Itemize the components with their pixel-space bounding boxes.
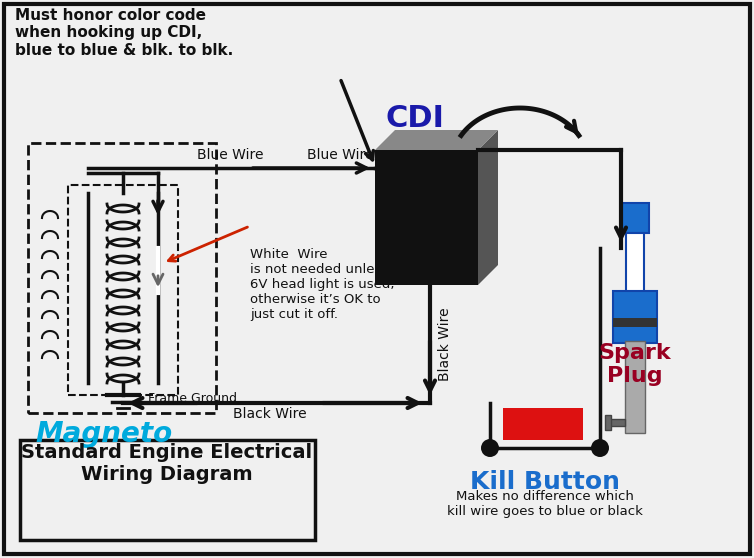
- Text: White  Wire
is not needed unless a
6V head light is used,
otherwise it’s OK to
j: White Wire is not needed unless a 6V hea…: [250, 248, 400, 321]
- Bar: [20, 440, 315, 540]
- Polygon shape: [478, 130, 498, 285]
- Circle shape: [481, 439, 499, 457]
- Bar: [375, 150, 478, 285]
- Text: Magneto: Magneto: [35, 420, 172, 448]
- Bar: [626, 233, 644, 293]
- Text: Kill Button: Kill Button: [470, 470, 620, 494]
- Bar: [503, 408, 583, 440]
- Bar: [605, 415, 611, 430]
- Bar: [28, 143, 216, 413]
- Text: Makes no difference which
kill wire goes to blue or black: Makes no difference which kill wire goes…: [447, 490, 643, 518]
- Polygon shape: [375, 130, 498, 150]
- Bar: [621, 203, 649, 233]
- Bar: [613, 318, 657, 327]
- Text: CDI: CDI: [385, 104, 445, 133]
- Text: Standard Engine Electrical
Wiring Diagram: Standard Engine Electrical Wiring Diagra…: [21, 443, 313, 484]
- Text: Blue Wire: Blue Wire: [307, 148, 373, 162]
- Circle shape: [591, 439, 609, 457]
- Bar: [625, 341, 645, 433]
- Text: Black Wire: Black Wire: [438, 307, 452, 381]
- Bar: [68, 185, 178, 395]
- Text: Must honor color code
when hooking up CDI,
blue to blue & blk. to blk.: Must honor color code when hooking up CD…: [15, 8, 233, 58]
- Text: Blue Wire: Blue Wire: [197, 148, 263, 162]
- Text: Black Wire: Black Wire: [233, 407, 307, 421]
- Text: Spark
Plug: Spark Plug: [599, 343, 671, 386]
- Bar: [607, 419, 625, 426]
- Bar: [613, 291, 657, 343]
- Text: Frame Ground: Frame Ground: [148, 392, 237, 405]
